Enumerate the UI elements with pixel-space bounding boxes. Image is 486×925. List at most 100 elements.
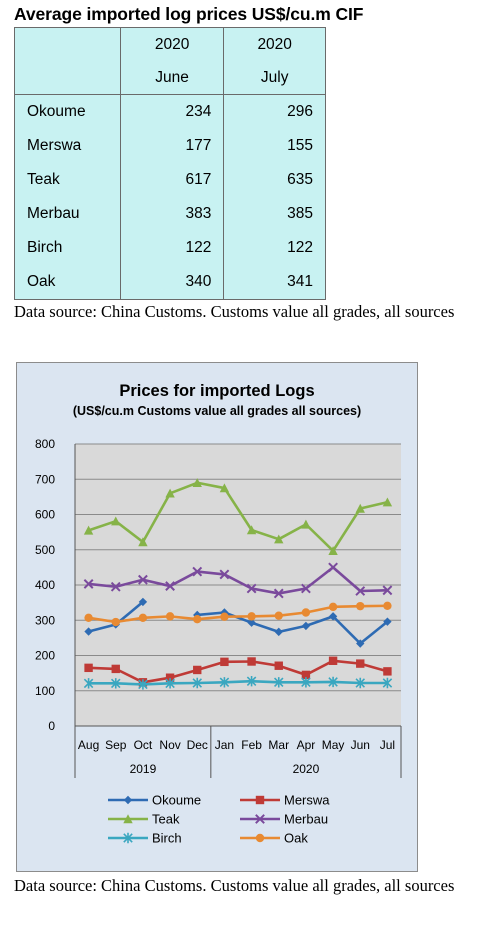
data-point [193, 614, 202, 624]
table-row: Merswa 177 155 [14, 129, 326, 163]
data-point [138, 613, 148, 622]
legend-entry: Merswa [240, 793, 330, 808]
data-point [192, 566, 203, 577]
x-tick-label: Mar [268, 738, 289, 752]
series-line [88, 604, 388, 624]
legend-label: Birch [152, 831, 182, 846]
legend-label: Teak [152, 812, 180, 827]
x-tick-label: Feb [241, 738, 262, 752]
data-point [110, 678, 121, 689]
row-june-price: 340 [119, 265, 225, 300]
data-point [111, 664, 120, 674]
data-point [246, 583, 257, 594]
data-point [246, 676, 257, 687]
data-point [84, 613, 93, 622]
series-line [88, 679, 388, 686]
data-point [301, 519, 311, 529]
table-row: Merbau 383 385 [14, 197, 326, 231]
legend-entry: Okoume [108, 793, 201, 808]
y-tick-label: 300 [35, 613, 55, 627]
data-point [255, 795, 265, 805]
data-point [383, 667, 392, 676]
y-tick-label: 400 [35, 578, 55, 592]
data-point [138, 574, 148, 585]
data-point [83, 678, 94, 689]
data-point [255, 814, 265, 824]
x-tick-label: May [322, 738, 345, 752]
row-species: Teak [14, 163, 121, 197]
data-point [328, 562, 338, 573]
table-row: Teak 617 635 [14, 163, 326, 197]
data-point [356, 659, 365, 668]
data-point [246, 525, 257, 535]
y-tick-label: 100 [35, 684, 55, 698]
data-point [382, 677, 393, 689]
series-oak [84, 601, 392, 627]
y-tick-label: 0 [48, 719, 55, 733]
data-point [123, 832, 133, 844]
series-teak [83, 478, 393, 556]
data-point [165, 673, 175, 682]
data-source-note: Data source: China Customs. Customs valu… [14, 302, 455, 321]
data-point [301, 583, 311, 594]
series-birch [83, 676, 393, 690]
row-species: Oak [14, 265, 121, 300]
data-point [301, 670, 311, 680]
x-group-label: 2019 [130, 762, 157, 776]
x-tick-label: Aug [78, 738, 99, 752]
row-july-price: 385 [223, 197, 326, 231]
row-species: Merswa [14, 129, 121, 163]
data-point [247, 618, 256, 627]
legend-entry: Birch [108, 831, 182, 846]
data-point [192, 677, 203, 689]
y-tick-label: 700 [35, 472, 55, 486]
row-june-price: 383 [119, 197, 225, 231]
data-point [328, 546, 338, 556]
x-tick-label: Jun [351, 738, 370, 752]
series-line [88, 481, 388, 553]
data-point [123, 814, 133, 824]
data-point [192, 478, 202, 487]
data-point [165, 678, 175, 689]
data-point [123, 795, 133, 805]
row-july-price: 122 [223, 231, 326, 265]
legend-label: Merswa [284, 793, 330, 808]
data-point [328, 656, 338, 665]
data-point [220, 612, 229, 621]
data-point [355, 586, 366, 596]
data-point [219, 677, 230, 688]
data-point [110, 581, 121, 592]
header-empty-cell [14, 61, 121, 95]
chart-data-source-note: Data source: China Customs. Customs valu… [14, 876, 455, 895]
legend-entry: Merbau [240, 812, 328, 827]
data-point [255, 833, 265, 843]
table-row: Birch 122 122 [14, 231, 326, 265]
data-point [219, 483, 230, 493]
x-tick-label: Jan [215, 738, 234, 752]
data-point [111, 516, 121, 526]
data-point [83, 579, 94, 589]
row-july-price: 155 [223, 129, 326, 163]
series-merbau [83, 562, 393, 599]
x-tick-label: Jul [380, 738, 395, 752]
data-point [274, 534, 284, 544]
legend-entry: Teak [108, 812, 180, 827]
data-point [165, 581, 175, 591]
data-point [138, 537, 148, 547]
row-june-price: 234 [119, 94, 225, 129]
data-point [328, 676, 338, 688]
legend-label: Merbau [284, 812, 328, 827]
data-point [274, 661, 283, 670]
row-july-price: 341 [223, 265, 326, 300]
x-tick-label: Apr [297, 738, 316, 752]
data-point [84, 663, 93, 673]
row-species: Okoume [14, 94, 121, 129]
row-species: Birch [14, 231, 121, 265]
data-point [219, 569, 230, 580]
price-table: 2020 2020 June July Okoume 234 296 Mersw… [14, 27, 326, 300]
y-tick-label: 800 [35, 437, 55, 451]
data-point [247, 657, 256, 666]
row-july-price: 635 [223, 163, 326, 197]
x-tick-label: Dec [187, 738, 208, 752]
data-point [138, 679, 148, 690]
